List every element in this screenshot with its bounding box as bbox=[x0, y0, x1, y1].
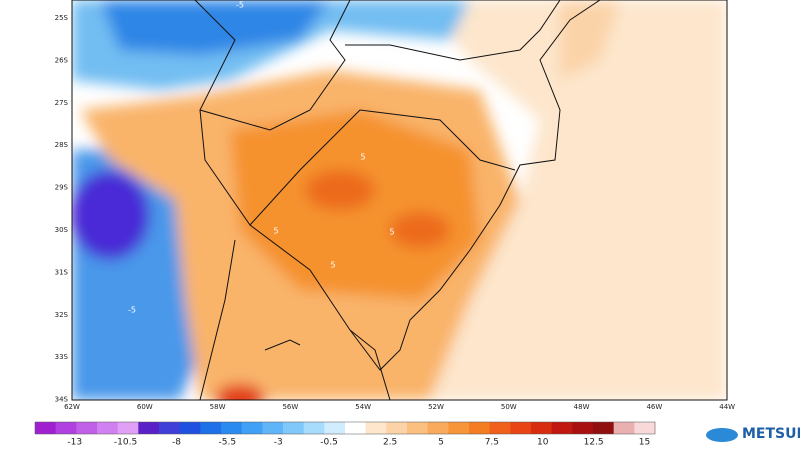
coastline bbox=[199, 0, 601, 371]
contour-label: 5 bbox=[330, 261, 335, 270]
logo: METSUL bbox=[706, 426, 800, 442]
cold-area bbox=[100, 0, 330, 55]
colorbar-cell bbox=[386, 422, 408, 434]
colorbar-frame bbox=[34, 421, 656, 435]
longitude-label: 54W bbox=[355, 403, 371, 411]
colorbar-cell bbox=[159, 422, 181, 434]
colorbar-tick-label: 15 bbox=[639, 438, 650, 448]
colorbar-cell bbox=[531, 422, 553, 434]
colorbar-cell bbox=[303, 422, 325, 434]
colorbar-cell bbox=[200, 422, 222, 434]
longitude-label: 50W bbox=[501, 403, 517, 411]
latitude-label: 25S bbox=[55, 14, 69, 22]
colorbar-cell bbox=[35, 422, 57, 434]
colorbar-cell bbox=[551, 422, 573, 434]
border-line bbox=[345, 0, 561, 61]
colorbar-cell bbox=[76, 422, 98, 434]
colorbar-cell bbox=[179, 422, 201, 434]
colorbar-cell bbox=[407, 422, 429, 434]
colorbar-cell bbox=[221, 422, 243, 434]
longitude-label: 46W bbox=[646, 403, 662, 411]
hot-spot bbox=[305, 170, 375, 210]
colorbar-cell bbox=[262, 422, 284, 434]
border-line bbox=[194, 0, 351, 131]
colorbar-tick-label: -8 bbox=[172, 438, 181, 448]
hot-spot bbox=[215, 384, 265, 400]
colorbar-tick-label: 10 bbox=[537, 438, 549, 448]
latitude-label: 28S bbox=[55, 141, 69, 149]
colorbar-cell bbox=[241, 422, 263, 434]
colorbar-tick-label: -3 bbox=[274, 438, 283, 448]
latitude-label: 33S bbox=[55, 353, 69, 361]
border-line bbox=[199, 239, 236, 400]
colorbar: -13 -10.5 -8 -5.5 -3 -0.5 2.5 5 7.5 10 12.5 15 bbox=[34, 421, 656, 448]
latitude-label: 29S bbox=[55, 184, 69, 192]
colorbar-cell bbox=[138, 422, 160, 434]
colorbar-cell bbox=[345, 422, 367, 434]
longitude-label: 44W bbox=[719, 403, 735, 411]
anomaly-field bbox=[72, 0, 727, 400]
colorbar-cell bbox=[634, 422, 656, 434]
warm-patch bbox=[560, 0, 620, 80]
colorbar-cell bbox=[283, 422, 305, 434]
latitude-label: 32S bbox=[55, 311, 69, 319]
colorbar-cell bbox=[55, 422, 77, 434]
borders bbox=[194, 0, 601, 400]
colorbar-cell bbox=[572, 422, 594, 434]
longitude-label: 58W bbox=[210, 403, 226, 411]
colorbar-cell bbox=[469, 422, 491, 434]
colorbar-tick-label: 5 bbox=[438, 438, 444, 448]
border-line bbox=[249, 109, 516, 226]
longitude-label: 60W bbox=[137, 403, 153, 411]
hot-spot bbox=[390, 212, 450, 248]
logo-icon bbox=[706, 428, 738, 442]
colorbar-cell bbox=[427, 422, 449, 434]
colorbar-cell bbox=[117, 422, 139, 434]
colorbar-cell bbox=[510, 422, 532, 434]
cold-core bbox=[72, 170, 150, 260]
colorbar-tick-label: 7.5 bbox=[485, 438, 499, 448]
colorbar-cell bbox=[613, 422, 635, 434]
border-line bbox=[349, 329, 391, 400]
contour-label: 5 bbox=[389, 228, 394, 237]
logo-text: METSUL bbox=[742, 426, 800, 442]
latitude-label: 27S bbox=[55, 99, 69, 107]
colorbar-tick-label: -0.5 bbox=[320, 438, 338, 448]
colorbar-cell bbox=[593, 422, 615, 434]
latitude-label: 34S bbox=[55, 396, 69, 404]
longitude-label: 48W bbox=[574, 403, 590, 411]
latitude-label: 30S bbox=[55, 226, 69, 234]
colorbar-tick-label: -10.5 bbox=[114, 438, 137, 448]
longitude-label: 56W bbox=[282, 403, 298, 411]
latitude-label: 26S bbox=[55, 56, 69, 64]
colorbar-tick-label: 12.5 bbox=[584, 438, 604, 448]
longitude-label: 52W bbox=[428, 403, 444, 411]
latitude-label: 31S bbox=[55, 268, 69, 276]
contour-label: -5 bbox=[128, 306, 136, 315]
map bbox=[72, 0, 727, 400]
colorbar-tick-label: -13 bbox=[67, 438, 82, 448]
map-frame bbox=[71, 0, 728, 401]
contour-label: 5 bbox=[360, 153, 365, 162]
longitude-label: 62W bbox=[64, 403, 80, 411]
colorbar-cell bbox=[448, 422, 470, 434]
lake bbox=[264, 339, 301, 351]
colorbar-tick-label: -5.5 bbox=[219, 438, 237, 448]
colorbar-cell bbox=[489, 422, 511, 434]
contour-label: 5 bbox=[273, 227, 278, 236]
light-warm-area bbox=[420, 0, 727, 400]
colorbar-cell bbox=[365, 422, 387, 434]
colorbar-cell bbox=[324, 422, 346, 434]
colorbar-cell bbox=[97, 422, 119, 434]
contour-label: -5 bbox=[236, 1, 244, 10]
colorbar-tick-label: 2.5 bbox=[383, 438, 397, 448]
